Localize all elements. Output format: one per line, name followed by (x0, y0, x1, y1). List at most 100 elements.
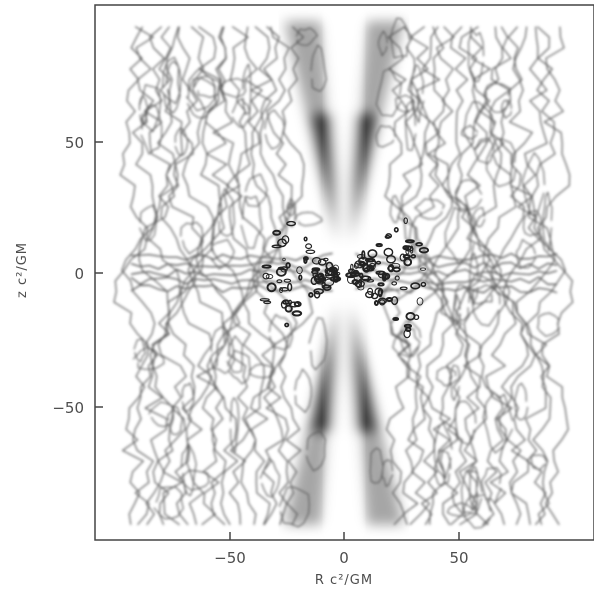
contour-loop (467, 273, 493, 305)
equatorial-contour (130, 260, 333, 270)
core-blob (329, 275, 342, 283)
contour-loop (398, 320, 422, 357)
core-blob (384, 234, 391, 239)
contour-loop (178, 470, 210, 491)
core-blob (311, 256, 322, 265)
contour-loop (230, 397, 240, 453)
core-blob (375, 260, 382, 265)
core-blob (393, 227, 399, 233)
contour-loop (296, 27, 318, 46)
contour-loop (139, 84, 162, 133)
contour-loop (482, 392, 514, 454)
contour-line (222, 26, 259, 525)
contour-loop (449, 364, 460, 401)
contour-loop (231, 98, 251, 128)
contour-loop (486, 137, 517, 187)
contour-loop (469, 466, 479, 511)
core-blob (405, 311, 416, 321)
core-blob (280, 300, 287, 309)
contour-line (187, 26, 225, 526)
contour-loop (278, 486, 310, 528)
core-blob (378, 299, 386, 306)
contour-loop (181, 382, 195, 413)
core-blob (403, 323, 412, 329)
core-blob (276, 279, 283, 284)
contour-loop (140, 104, 163, 155)
core-blob (303, 257, 308, 264)
core-blob (345, 272, 357, 279)
core-blob (391, 281, 398, 286)
contour-loop (293, 211, 323, 227)
x-tick-label: 50 (449, 549, 468, 567)
contour-loop (405, 98, 417, 151)
y-tick-label: −50 (52, 399, 84, 417)
contour-line (526, 26, 566, 525)
core-blob (350, 263, 354, 272)
contour-loop (153, 486, 184, 520)
contour-loop (463, 101, 495, 151)
contour-loop (264, 109, 285, 150)
contour-loop (217, 78, 247, 98)
core-blob (262, 272, 270, 280)
contour-line (473, 26, 511, 526)
contour-loop (139, 204, 157, 242)
contour-loop (268, 314, 293, 351)
contour-loop (436, 366, 458, 387)
contour-loop (259, 457, 281, 498)
contour-loop (305, 430, 326, 472)
contour-loop (375, 125, 396, 148)
contour-loop (242, 63, 252, 115)
core-blob (305, 249, 316, 255)
core-blob (332, 273, 340, 283)
contour-line (408, 26, 449, 526)
core-blob (272, 229, 282, 236)
contour-loop (375, 67, 402, 117)
core-blob (313, 288, 325, 295)
core-blob (316, 281, 325, 285)
contour-loop (132, 346, 165, 370)
core-blob (259, 298, 270, 302)
contour-loop (244, 173, 268, 207)
core-blob (403, 329, 411, 339)
contour-loop (542, 191, 553, 252)
equatorial-contour (355, 276, 557, 286)
contour-line (418, 26, 455, 525)
contour-loop (434, 450, 452, 487)
core-blob (261, 264, 272, 269)
core-blob (385, 296, 394, 303)
contour-line (503, 26, 542, 525)
y-axis-label: z c²/GM (15, 242, 30, 298)
core-blob (392, 266, 401, 273)
contour-loop (433, 421, 453, 480)
axis-funnel (337, 5, 351, 540)
core-blob (357, 285, 365, 291)
core-blob (410, 254, 417, 259)
core-blob (366, 279, 375, 283)
core-blob (311, 269, 319, 275)
core-blob (282, 257, 286, 262)
core-blob (404, 239, 415, 244)
core-blob (354, 280, 365, 288)
contour-loop (133, 338, 146, 363)
core-blob (283, 278, 292, 283)
x-axis-label: R c²/GM (315, 573, 373, 588)
core-blob (416, 297, 424, 306)
core-blob (303, 236, 308, 242)
contour-loop (210, 326, 235, 374)
core-blob (392, 317, 400, 321)
equatorial-contour (130, 252, 333, 262)
contour-line (232, 26, 274, 525)
contour-loop (167, 406, 183, 436)
core-blob (377, 282, 385, 287)
core-blob (366, 258, 377, 268)
core-blob (286, 220, 296, 227)
contour-line (252, 26, 288, 526)
core-blob (275, 267, 287, 277)
core-blob (280, 266, 288, 273)
core-blob (354, 260, 365, 269)
contour-loop (218, 188, 235, 237)
core-blob (296, 266, 303, 275)
contour-loop (381, 459, 394, 487)
contour-line (167, 26, 204, 526)
contour-loop (455, 179, 483, 210)
